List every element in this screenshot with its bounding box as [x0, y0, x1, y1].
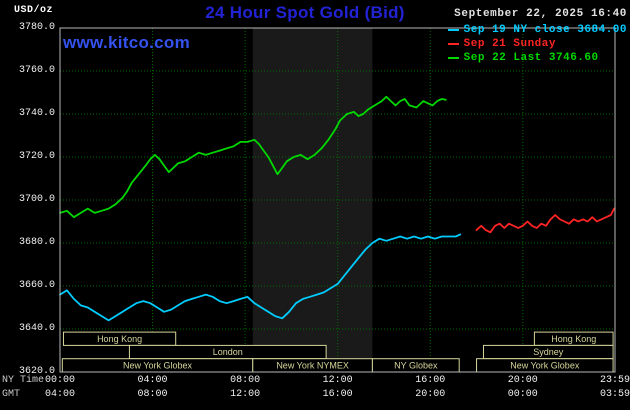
y-tick-label: 3760.0	[18, 64, 55, 76]
y-tick-label: 3640.0	[18, 322, 55, 334]
y-tick-label: 3620.0	[18, 365, 55, 377]
legend-swatch	[447, 57, 459, 59]
gmt-axis-label: GMT	[2, 389, 21, 400]
ny-time-tick-label: 00:00	[44, 375, 75, 386]
series-sep-21-sunday	[475, 207, 616, 234]
ny-time-tick-label: 23:59	[599, 375, 630, 386]
series-sep-19-ny-close	[59, 233, 462, 322]
session-label: Hong Kong	[551, 334, 596, 344]
legend: Sep 19 NY close 3684.00 Sep 21 Sunday Sep …	[447, 23, 627, 65]
kitco-watermark-link[interactable]: www.kitco.com	[63, 33, 191, 52]
chart-datetime: September 22, 2025 16:40	[454, 8, 627, 20]
gmt-tick-label: 08:00	[137, 389, 168, 400]
chart-title: 24 Hour Spot Gold (Bid)	[205, 3, 405, 22]
ny-time-tick-label: 16:00	[415, 375, 446, 386]
ny-time-tick-label: 20:00	[507, 375, 538, 386]
legend-item: Sep 19 NY close 3684.00	[447, 23, 627, 37]
gmt-tick-label: 03:59	[599, 389, 630, 400]
y-tick-label: 3660.0	[18, 279, 55, 291]
gmt-tick-label: 04:00	[44, 389, 75, 400]
legend-swatch	[447, 43, 459, 45]
session-label: NY Globex	[394, 361, 438, 371]
gmt-tick-label: 12:00	[230, 389, 261, 400]
session-label: New York Globex	[510, 361, 580, 371]
legend-label: Sep 22 Last 3746.60	[463, 52, 599, 64]
ny-time-tick-label: 12:00	[322, 375, 353, 386]
session-label: London	[213, 347, 243, 357]
session-label: Sydney	[533, 347, 564, 357]
gmt-tick-label: 00:00	[507, 389, 538, 400]
gmt-tick-label: 16:00	[322, 389, 353, 400]
session-label: New York Globex	[123, 361, 193, 371]
session-label: New York NYMEX	[276, 361, 349, 371]
legend-item: Sep 21 Sunday	[447, 37, 627, 51]
y-tick-label: 3680.0	[18, 236, 55, 248]
series-sep-22-last	[59, 95, 447, 219]
y-tick-label: 3720.0	[18, 150, 55, 162]
legend-label: Sep 21 Sunday	[463, 38, 556, 50]
y-tick-label: 3740.0	[18, 107, 55, 119]
y-tick-label: 3700.0	[18, 193, 55, 205]
legend-label: Sep 19 NY close 3684.00	[463, 24, 627, 36]
legend-swatch	[447, 29, 459, 31]
session-label: Hong Kong	[97, 334, 142, 344]
y-axis-units-label: USD/oz	[14, 5, 54, 16]
y-tick-label: 3780.0	[18, 21, 55, 33]
ny-time-axis-label: NY Time	[2, 375, 45, 386]
legend-item: Sep 22 Last 3746.60	[447, 51, 627, 65]
gmt-tick-label: 20:00	[415, 389, 446, 400]
session-box	[62, 331, 177, 346]
ny-time-tick-label: 04:00	[137, 375, 168, 386]
plot-border	[59, 27, 616, 373]
ny-time-tick-label: 08:00	[230, 375, 261, 386]
